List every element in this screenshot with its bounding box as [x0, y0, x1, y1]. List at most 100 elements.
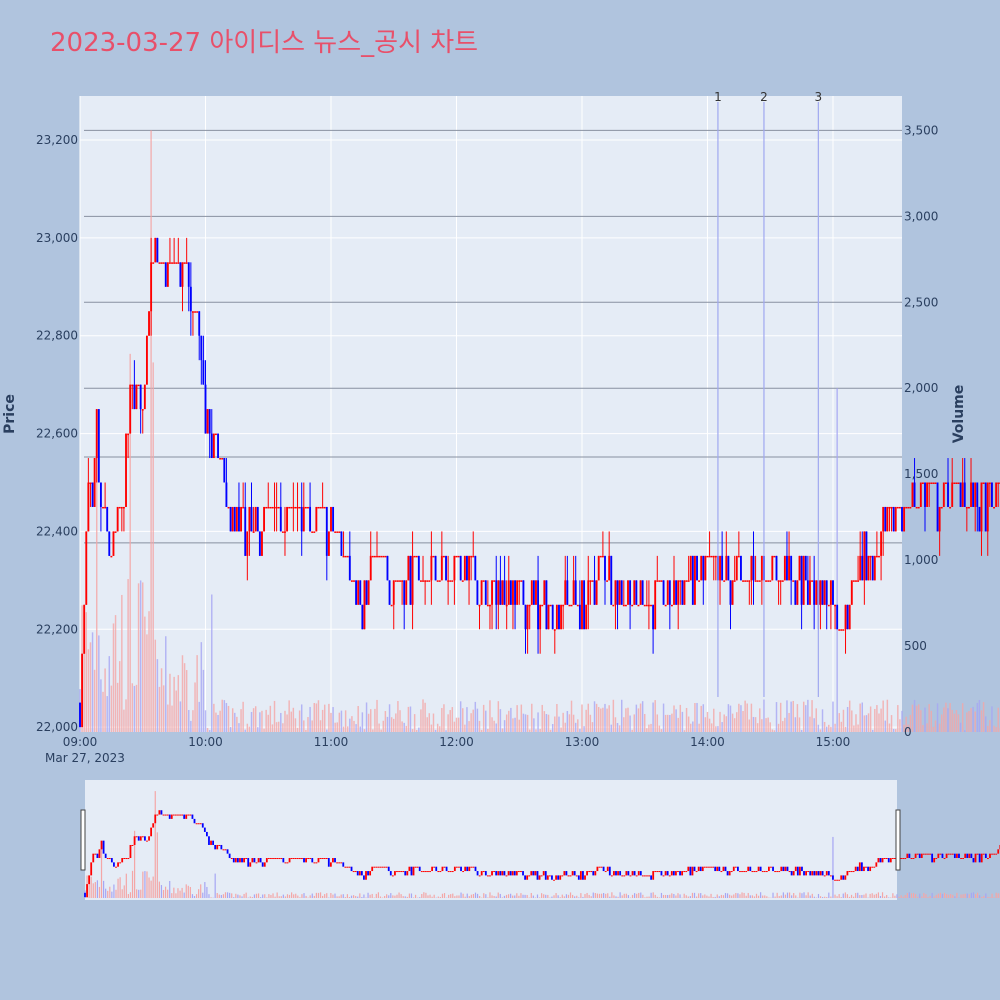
mini-volume-bar	[912, 893, 915, 898]
candle-body	[898, 506, 901, 509]
mini-candle	[100, 840, 103, 850]
volume-bar	[346, 726, 349, 732]
candle-body	[926, 482, 929, 507]
candle-body	[102, 506, 104, 509]
mini-candle	[889, 858, 892, 863]
mini-candle	[592, 871, 595, 876]
candle-body	[265, 506, 268, 509]
mini-volume-bar	[262, 894, 264, 898]
mini-volume-bar	[154, 791, 156, 898]
candle-body	[459, 555, 462, 581]
mini-volume-bar	[136, 889, 138, 898]
volume-bar	[355, 724, 357, 732]
candle-body	[273, 506, 276, 509]
mini-volume-bar	[553, 895, 555, 898]
volume-bar	[997, 707, 999, 732]
candle-body	[786, 555, 788, 581]
mini-candle	[732, 866, 735, 872]
mini-volume-bar	[216, 892, 218, 898]
candle-body	[269, 506, 272, 509]
volume-bar	[750, 703, 753, 732]
mini-volume-bar	[733, 894, 735, 898]
mini-candle	[931, 853, 934, 863]
mini-volume-bar	[433, 894, 435, 898]
candle-body	[505, 604, 508, 607]
mini-volume-bar	[121, 889, 123, 898]
volume-bar	[616, 723, 619, 732]
price-tick-label: 22,400	[36, 524, 78, 538]
candle-body	[984, 482, 987, 532]
candle-body	[547, 604, 550, 630]
mini-volume-bar	[485, 894, 487, 898]
mini-volume-bar	[700, 893, 702, 898]
candle-body	[765, 580, 767, 582]
mini-volume-bar	[237, 894, 239, 898]
mini-candle	[652, 871, 655, 880]
candle-body	[447, 580, 450, 582]
candle-body	[951, 482, 954, 507]
mini-volume-bar	[826, 897, 828, 898]
mini-candle	[365, 871, 367, 880]
mini-volume-bar	[642, 894, 644, 898]
mini-candle	[834, 879, 836, 881]
mini-candle	[846, 871, 849, 876]
volume-bar	[144, 616, 146, 732]
mini-volume-bar	[303, 893, 305, 898]
volume-bar	[982, 702, 985, 732]
candle-body	[271, 506, 274, 509]
volume-bar	[100, 679, 102, 732]
mini-candle	[644, 875, 646, 877]
candle-body	[484, 580, 487, 605]
mini-candle	[199, 823, 202, 825]
candle-body	[541, 604, 544, 607]
candle-body	[723, 580, 726, 582]
mini-volume-bar	[195, 894, 198, 898]
mini-volume-bar	[257, 893, 260, 898]
candle-body	[141, 409, 144, 411]
mini-volume-bar	[908, 892, 910, 898]
candle-body	[997, 482, 1000, 484]
mini-candle	[410, 866, 413, 876]
mini-volume-bar	[590, 896, 592, 898]
mini-candle	[720, 871, 723, 873]
mini-candle	[402, 871, 405, 873]
mini-candle	[158, 810, 161, 815]
mini-candle	[418, 866, 421, 872]
volume-bar	[710, 723, 713, 732]
volume-bar	[485, 710, 487, 732]
volume-bar	[637, 708, 640, 732]
candle-body	[867, 555, 870, 581]
volume-bar	[240, 709, 242, 732]
mini-candle	[540, 875, 543, 877]
mini-candle	[528, 875, 531, 877]
mini-volume-bar	[664, 894, 667, 898]
volume-bar	[123, 709, 125, 732]
mini-volume-bar	[613, 895, 615, 898]
mini-volume-bar	[712, 896, 714, 898]
mini-volume-bar	[569, 892, 572, 898]
candlesticks[interactable]	[79, 237, 1000, 728]
mini-candle	[148, 836, 150, 841]
candle-body	[497, 580, 500, 605]
mini-candle	[749, 866, 752, 872]
mini-candle	[284, 862, 287, 864]
mini-candle	[220, 844, 223, 850]
mini-candle	[925, 853, 927, 855]
range-slider[interactable]	[85, 780, 897, 900]
range-slider-left-handle[interactable]	[80, 809, 86, 871]
mini-candle	[997, 849, 1000, 854]
candle-body	[344, 555, 347, 558]
mini-volume-bar	[293, 894, 295, 898]
candle-body	[461, 580, 464, 582]
time-tick-label: 11:00	[314, 735, 349, 749]
mini-volume-bar	[828, 892, 830, 898]
mini-candle	[154, 814, 157, 824]
range-slider-right-handle[interactable]	[895, 809, 901, 871]
volume-bar	[451, 707, 454, 732]
reference-lines	[84, 129, 902, 544]
mini-volume-bar	[545, 894, 547, 898]
mini-volume-bar	[921, 896, 923, 898]
candle-body	[643, 604, 646, 607]
mini-candle	[689, 866, 692, 876]
